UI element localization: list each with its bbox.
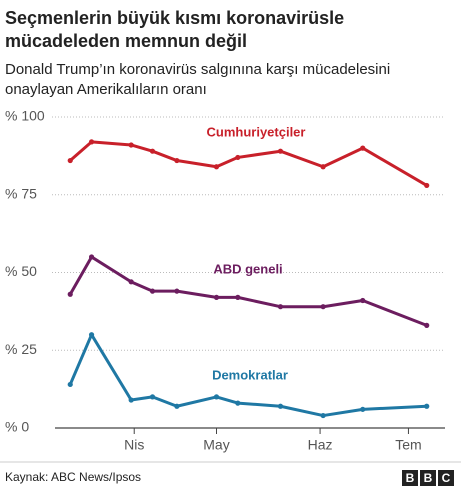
logo: B B C [402,470,454,486]
data-point [174,403,180,409]
data-point [174,288,180,294]
chart-title: mücadeleden memnun değil [5,31,247,51]
data-point [277,403,284,409]
chart-title: Seçmenlerin büyük kısmı koronavirüsle [5,8,344,28]
chart-subtitle: onaylayan Amerikalıların oranı [5,81,207,98]
data-point [88,139,95,145]
logo-box [402,470,418,486]
data-point [424,182,430,189]
y-tick-label: % 75 [5,185,37,201]
logo-letter: B [424,471,433,485]
x-tick-label: Tem [395,437,421,453]
data-point [67,381,73,388]
data-point [67,157,73,164]
x-tick-label: May [203,437,229,453]
data-point [213,394,220,400]
data-point [213,164,220,170]
data-point [88,254,95,260]
data-point [88,332,95,338]
y-tick-label: % 50 [5,263,37,279]
data-point [149,148,156,154]
data-point [235,400,241,406]
data-point [320,164,326,170]
series-label: Demokratlar [212,367,288,382]
data-point [360,406,366,412]
data-point [360,297,366,304]
series-line [69,140,428,187]
x-tick-label: Haz [308,437,333,453]
data-point [320,412,326,419]
data-point [149,288,156,294]
source: Kaynak: ABC News/Ipsos [5,470,141,484]
data-point [424,322,430,328]
data-point [235,294,241,300]
data-point [320,304,326,310]
y-tick-label: % 25 [5,341,37,357]
logo-box [420,470,436,486]
data-point [277,304,284,310]
logo-box [438,470,454,486]
data-point [128,397,134,403]
chart-subtitle: Donald Trump’ın koronavirüs salgınına ka… [5,61,390,78]
logo-letter: C [442,471,451,485]
x-tick-label: Nis [124,437,144,453]
series-label: Cumhuriyetçiler [207,124,306,139]
logo-letter: B [406,471,415,485]
data-point [67,291,73,297]
data-point [174,157,180,164]
y-tick-label: % 0 [5,419,29,435]
data-point [235,154,241,161]
data-point [277,148,284,154]
data-point [128,279,134,285]
data-point [213,294,220,300]
y-tick-label: % 100 [5,108,45,124]
series-label: ABD geneli [213,261,282,276]
data-point [360,145,366,151]
data-point [128,142,134,148]
data-point [149,394,156,400]
data-point [424,403,430,409]
